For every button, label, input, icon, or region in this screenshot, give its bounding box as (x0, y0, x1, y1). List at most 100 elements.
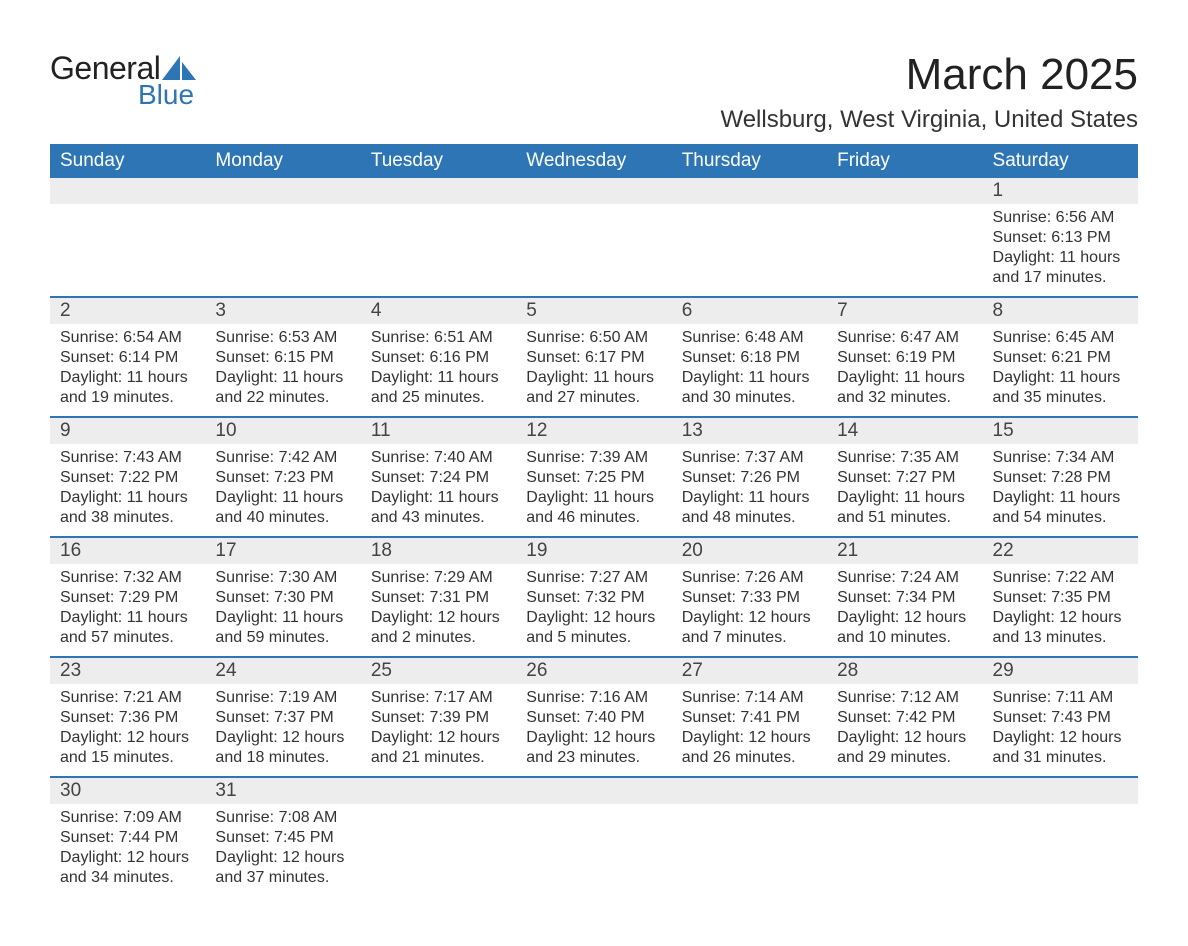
day-detail-line: Sunrise: 7:39 AM (526, 448, 661, 468)
day-detail-line (526, 848, 661, 868)
day-detail-line: Daylight: 11 hours (215, 368, 350, 388)
day-detail-cell: Sunrise: 6:48 AMSunset: 6:18 PMDaylight:… (672, 324, 827, 417)
day-detail-line (371, 208, 506, 228)
day-detail-line: Sunset: 7:22 PM (60, 468, 195, 488)
day-detail-line (682, 868, 817, 888)
day-detail-line: Sunrise: 7:30 AM (215, 568, 350, 588)
day-detail-cell: Sunrise: 6:51 AMSunset: 6:16 PMDaylight:… (361, 324, 516, 417)
month-title: March 2025 (720, 50, 1138, 100)
day-detail-line: and 30 minutes. (682, 388, 817, 408)
day-header-tue: Tuesday (361, 144, 516, 178)
week-detail-row: Sunrise: 6:54 AMSunset: 6:14 PM Daylight:… (50, 324, 1138, 417)
day-detail-cell: Sunrise: 7:35 AMSunset: 7:27 PMDaylight:… (827, 444, 982, 537)
day-number-cell: 9 (50, 417, 205, 444)
day-detail-line: Daylight: 11 hours (993, 248, 1128, 268)
day-detail-line: and 38 minutes. (60, 508, 195, 528)
day-detail-line (60, 208, 195, 228)
day-header-thu: Thursday (672, 144, 827, 178)
day-detail-line (371, 868, 506, 888)
day-detail-cell: Sunrise: 7:32 AMSunset: 7:29 PMDaylight:… (50, 564, 205, 657)
day-detail-line: Sunrise: 7:42 AM (215, 448, 350, 468)
day-number-cell: 14 (827, 417, 982, 444)
day-detail-line: Sunset: 7:26 PM (682, 468, 817, 488)
day-detail-cell: Sunrise: 6:47 AMSunset: 6:19 PMDaylight:… (827, 324, 982, 417)
day-detail-line: Sunrise: 7:22 AM (993, 568, 1128, 588)
day-detail-line (682, 848, 817, 868)
day-detail-line: Daylight: 11 hours (682, 488, 817, 508)
day-number-cell (361, 178, 516, 204)
day-number-cell: 23 (50, 657, 205, 684)
day-detail-line: Daylight: 11 hours (526, 368, 661, 388)
week-detail-row: Sunrise: 7:09 AMSunset: 7:44 PMDaylight:… (50, 804, 1138, 896)
day-detail-line (682, 228, 817, 248)
day-detail-line: Daylight: 12 hours (526, 608, 661, 628)
day-detail-line: Sunset: 6:16 PM (371, 348, 506, 368)
day-header-wed: Wednesday (516, 144, 671, 178)
week-daynum-row: 23242526272829 (50, 657, 1138, 684)
day-detail-line: and 22 minutes. (215, 388, 350, 408)
day-detail-line (371, 808, 506, 828)
day-number-cell: 12 (516, 417, 671, 444)
day-detail-line: Sunset: 6:19 PM (837, 348, 972, 368)
day-detail-cell (361, 804, 516, 896)
day-detail-line: Sunrise: 6:48 AM (682, 328, 817, 348)
week-detail-row: Sunrise: 7:21 AMSunset: 7:36 PMDaylight:… (50, 684, 1138, 777)
week-daynum-row: 2345678 (50, 297, 1138, 324)
day-detail-cell: Sunrise: 7:37 AMSunset: 7:26 PMDaylight:… (672, 444, 827, 537)
day-detail-line: Sunrise: 7:19 AM (215, 688, 350, 708)
day-detail-line: Sunrise: 7:14 AM (682, 688, 817, 708)
day-number-cell: 20 (672, 537, 827, 564)
day-detail-cell: Sunrise: 7:14 AMSunset: 7:41 PMDaylight:… (672, 684, 827, 777)
day-detail-line (60, 268, 195, 288)
day-detail-line: Daylight: 12 hours (682, 728, 817, 748)
day-detail-line: and 21 minutes. (371, 748, 506, 768)
day-detail-line (682, 808, 817, 828)
day-detail-line (215, 268, 350, 288)
day-detail-line: Sunset: 7:33 PM (682, 588, 817, 608)
day-detail-line: and 34 minutes. (60, 868, 195, 888)
day-detail-line (215, 248, 350, 268)
day-detail-line: Sunrise: 7:16 AM (526, 688, 661, 708)
day-detail-line: Daylight: 12 hours (215, 728, 350, 748)
day-detail-line (60, 228, 195, 248)
day-number-cell: 25 (361, 657, 516, 684)
day-detail-line: Daylight: 12 hours (993, 728, 1128, 748)
day-detail-cell (516, 204, 671, 297)
day-detail-line: and 2 minutes. (371, 628, 506, 648)
day-detail-line: and 48 minutes. (682, 508, 817, 528)
day-detail-line: and 17 minutes. (993, 268, 1128, 288)
day-detail-cell: Sunrise: 7:29 AMSunset: 7:31 PMDaylight:… (361, 564, 516, 657)
day-detail-line: and 57 minutes. (60, 628, 195, 648)
day-detail-line (682, 828, 817, 848)
day-detail-line: Sunrise: 7:29 AM (371, 568, 506, 588)
day-detail-cell: Sunrise: 7:26 AMSunset: 7:33 PMDaylight:… (672, 564, 827, 657)
day-detail-line: Daylight: 12 hours (60, 728, 195, 748)
day-detail-line: and 13 minutes. (993, 628, 1128, 648)
day-detail-line: and 29 minutes. (837, 748, 972, 768)
day-header-sat: Saturday (983, 144, 1138, 178)
day-detail-line: Sunrise: 6:54 AM (60, 328, 195, 348)
day-detail-line: and 10 minutes. (837, 628, 972, 648)
day-detail-line: Sunset: 6:14 PM (60, 348, 195, 368)
day-number-cell (516, 777, 671, 804)
day-detail-cell: Sunrise: 7:22 AMSunset: 7:35 PMDaylight:… (983, 564, 1138, 657)
day-detail-line: and 54 minutes. (993, 508, 1128, 528)
day-detail-line: Sunrise: 7:32 AM (60, 568, 195, 588)
day-detail-line: Daylight: 12 hours (526, 728, 661, 748)
day-detail-line (526, 828, 661, 848)
day-number-cell: 13 (672, 417, 827, 444)
day-detail-line: Sunrise: 7:09 AM (60, 808, 195, 828)
day-number-cell: 8 (983, 297, 1138, 324)
day-detail-line: Daylight: 12 hours (993, 608, 1128, 628)
day-detail-line: Sunrise: 6:51 AM (371, 328, 506, 348)
day-detail-line: Daylight: 12 hours (837, 728, 972, 748)
day-number-cell: 18 (361, 537, 516, 564)
day-detail-cell (827, 204, 982, 297)
title-block: March 2025 Wellsburg, West Virginia, Uni… (720, 50, 1138, 134)
day-detail-cell: Sunrise: 7:12 AMSunset: 7:42 PMDaylight:… (827, 684, 982, 777)
day-detail-line (993, 828, 1128, 848)
day-number-cell: 29 (983, 657, 1138, 684)
day-detail-line: Sunset: 7:45 PM (215, 828, 350, 848)
day-detail-line: Sunrise: 7:17 AM (371, 688, 506, 708)
day-detail-line: Sunset: 6:15 PM (215, 348, 350, 368)
